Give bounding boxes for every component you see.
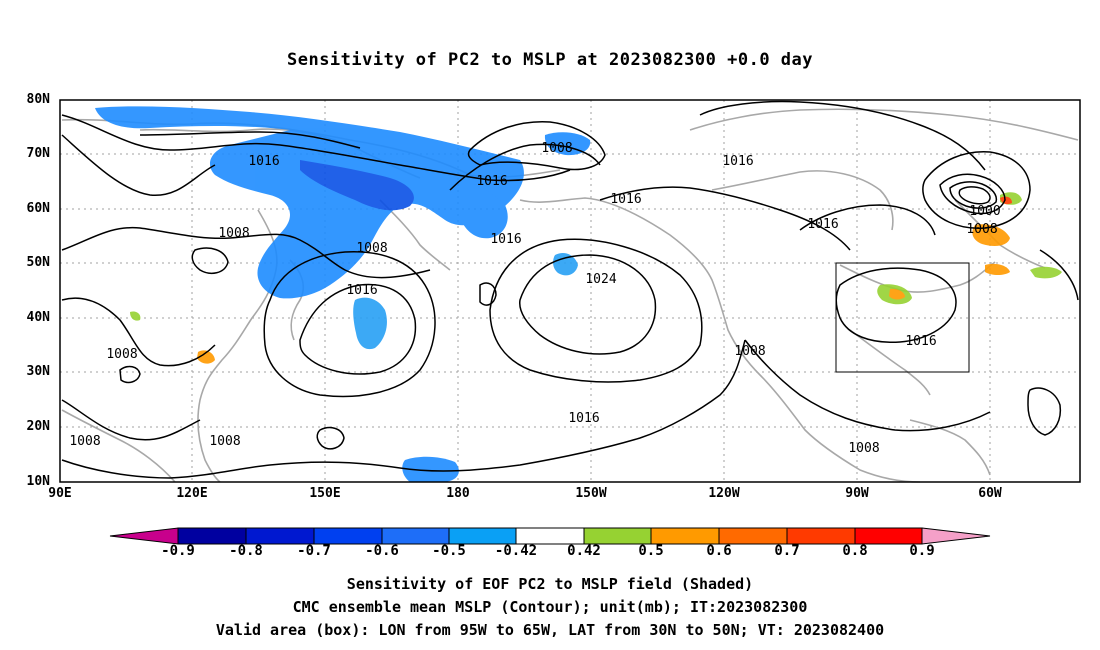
mslp-contours: [61, 100, 1079, 479]
colorbar-cell: [381, 527, 450, 545]
valid-area-box: [835, 262, 970, 373]
lat-label: 70N: [26, 146, 50, 161]
colorbar-tick-label: -0.42: [494, 543, 538, 559]
lat-label: 40N: [26, 310, 50, 325]
caption-valid-area: Valid area (box): LON from 95W to 65W, L…: [215, 621, 885, 639]
colorbar-tick-label: 0.42: [567, 543, 601, 559]
contour-label: 1016: [476, 174, 507, 189]
colorbar-cell: [650, 527, 720, 545]
contour-label: 1008: [734, 344, 765, 359]
colorbar-cell: [786, 527, 856, 545]
shade-negative-nw: [553, 253, 578, 276]
shade-negative-bering: [449, 175, 508, 239]
contour-label: 1008: [848, 441, 879, 456]
colorbar-high-triangle: [921, 527, 991, 545]
colorbar-cell: [313, 527, 383, 545]
plot-frame: [59, 99, 1081, 483]
colorbar-cell: [448, 527, 517, 545]
lon-label: 150E: [309, 486, 341, 501]
lat-label: 60N: [26, 201, 50, 216]
contour-label: 1008: [69, 434, 100, 449]
lat-label: 10N: [26, 474, 50, 489]
shade-negative-siberia-dark: [300, 160, 414, 211]
colorbar-cell: [718, 527, 788, 545]
shade-positive-low: [1000, 196, 1012, 205]
contour-label: 1008: [966, 222, 997, 237]
caption-shading: Sensitivity of EOF PC2 to MSLP field (Sh…: [346, 575, 754, 593]
shade-negative-pacific: [353, 297, 387, 350]
lon-label: 120W: [708, 486, 740, 501]
shade-negative-tropic: [402, 456, 459, 482]
contour-label: 1008: [541, 141, 572, 156]
contour-labels: 1016 1008 1016 1016 1016 1016 1008 1008 …: [69, 141, 1000, 456]
contour-label: 1008: [356, 241, 387, 256]
lon-label: 90W: [845, 486, 869, 501]
colorbar-tick-label: -0.6: [365, 543, 399, 559]
colorbar-tick-label: -0.5: [432, 543, 466, 559]
shade-positive-asia: [197, 350, 215, 364]
colorbar-low-triangle: [109, 527, 179, 545]
shade-positive-asia2: [130, 311, 141, 321]
contour-label: 1016: [568, 411, 599, 426]
lon-label: 120E: [176, 486, 208, 501]
colorbar: [109, 527, 991, 545]
lat-label: 50N: [26, 255, 50, 270]
colorbar-tick-label: 0.8: [842, 543, 868, 559]
lon-label: 180: [446, 486, 470, 501]
contour-label: 1000: [969, 204, 1000, 219]
colorbar-cell: [515, 527, 585, 545]
contour-label: 1016: [722, 154, 753, 169]
contour-label: 1024: [585, 272, 616, 287]
lat-label: 20N: [26, 419, 50, 434]
contour-label: 1008: [106, 347, 137, 362]
shade-negative-siberia: [95, 106, 524, 299]
map-title: Sensitivity of PC2 to MSLP at 2023082300…: [286, 50, 813, 70]
contour-label: 1016: [807, 217, 838, 232]
contour-label: 1016: [610, 192, 641, 207]
colorbar-tick-label: 0.5: [638, 543, 664, 559]
lon-label: 60W: [978, 486, 1002, 501]
contour-label: 1016: [248, 154, 279, 169]
lat-label: 30N: [26, 364, 50, 379]
colorbar-cell: [177, 527, 247, 545]
colorbar-cell: [854, 527, 923, 545]
shade-positive-atlantic: [972, 224, 1010, 246]
colorbar-tick-label: -0.8: [229, 543, 263, 559]
lon-label: 90E: [48, 486, 72, 501]
colorbar-tick-label: 0.7: [774, 543, 800, 559]
shade-negative-arctic: [544, 132, 591, 156]
shade-positive-box-core: [889, 288, 905, 300]
lon-label: 150W: [575, 486, 607, 501]
colorbar-cell: [583, 527, 652, 545]
sensitivity-shading: [95, 106, 1062, 482]
colorbar-tick-label: -0.7: [297, 543, 331, 559]
contour-label: 1016: [490, 232, 521, 247]
shade-positive-east2: [985, 263, 1010, 275]
caption-contour: CMC ensemble mean MSLP (Contour); unit(m…: [292, 598, 808, 616]
contour-label: 1016: [346, 283, 377, 298]
colorbar-cell: [245, 527, 315, 545]
contour-label: 1008: [218, 226, 249, 241]
lat-label: 80N: [26, 92, 50, 107]
colorbar-tick-label: 0.9: [909, 543, 935, 559]
contour-label: 1016: [905, 334, 936, 349]
contour-label: 1008: [209, 434, 240, 449]
colorbar-tick-label: -0.9: [161, 543, 195, 559]
shade-positive-east: [1030, 266, 1062, 279]
colorbar-tick-label: 0.6: [706, 543, 732, 559]
